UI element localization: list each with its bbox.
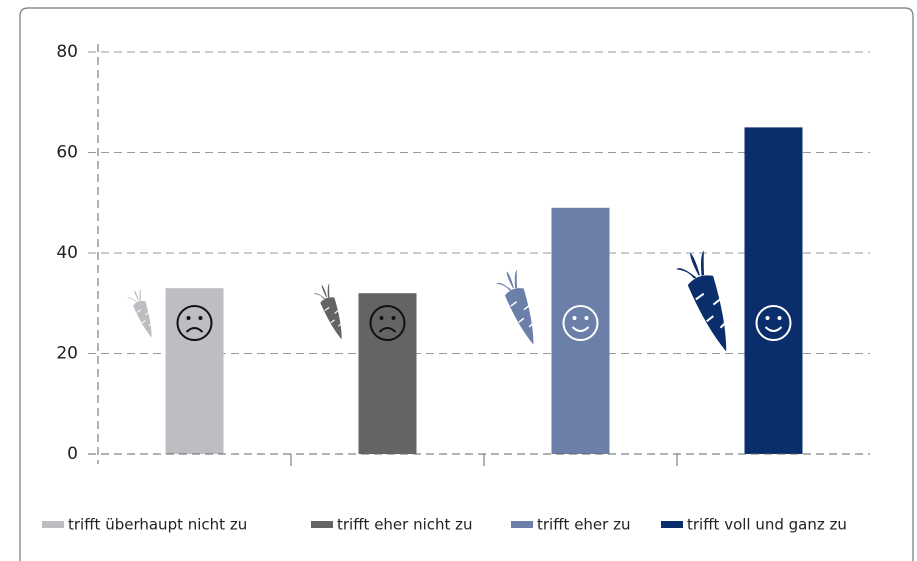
carrot-icon: [496, 269, 534, 345]
carrot-stripes: [510, 301, 533, 328]
carrot-stripes: [136, 309, 152, 327]
carrot-body: [504, 288, 534, 345]
carrot-body: [133, 300, 152, 338]
carrot-icon: [313, 283, 342, 340]
smiley-eye: [572, 316, 577, 320]
smiley-eye: [777, 316, 782, 320]
carrot-body: [687, 275, 727, 352]
carrot-icon: [127, 288, 152, 338]
legend-label: trifft voll und ganz zu: [687, 516, 847, 534]
smiley-mouth: [764, 326, 783, 332]
carrot-leaves: [496, 269, 518, 291]
smiley: [369, 305, 406, 341]
legend-swatch: [42, 521, 64, 528]
carrot-stripes: [324, 306, 342, 327]
bar: [165, 288, 224, 454]
legend-swatch: [311, 521, 333, 528]
smiley-eye: [584, 316, 589, 320]
carrot-leaves: [313, 283, 330, 299]
smiley: [562, 305, 599, 341]
smiley-mouth: [571, 326, 590, 332]
smiley-eye: [186, 316, 191, 320]
smiley-eye: [198, 316, 203, 320]
smiley: [176, 305, 213, 341]
legend-swatch: [511, 521, 533, 528]
carrot-body: [320, 297, 342, 340]
y-tick-label: 40: [56, 243, 78, 263]
legend-swatch: [661, 521, 683, 528]
carrot-stripes: [695, 292, 726, 329]
smiley-eye: [765, 316, 770, 320]
smiley-mouth: [185, 327, 204, 333]
legend-label: trifft eher nicht zu: [337, 516, 473, 534]
y-tick-label: 0: [67, 444, 78, 464]
carrot-leaves: [676, 250, 705, 279]
carrot-icon: [676, 250, 727, 352]
carrot-leaves: [127, 288, 141, 303]
y-tick-label: 80: [56, 42, 78, 62]
y-tick-label: 20: [56, 344, 78, 364]
legend-label: trifft eher zu: [537, 516, 630, 534]
y-tick-label: 60: [56, 143, 78, 163]
bar: [358, 293, 417, 454]
smiley-eye: [379, 316, 384, 320]
smiley-mouth: [378, 327, 397, 333]
smiley-eye: [391, 316, 396, 320]
smiley: [755, 305, 792, 341]
bar: [744, 127, 803, 454]
legend-label: trifft überhaupt nicht zu: [68, 516, 247, 534]
frame: [19, 7, 914, 561]
